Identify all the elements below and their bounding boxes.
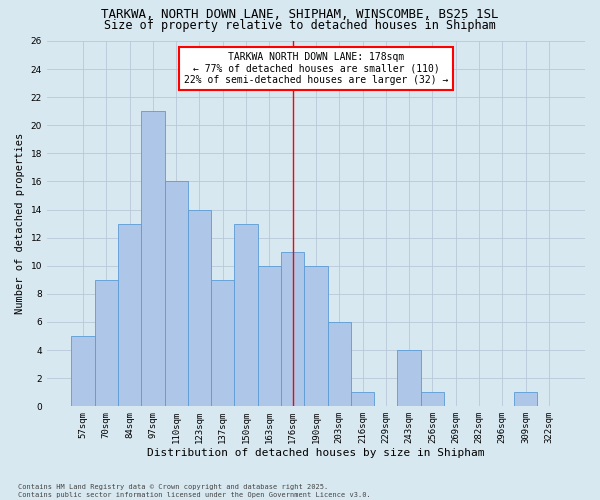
Bar bbox=[95, 280, 118, 406]
Bar bbox=[351, 392, 374, 406]
Bar bbox=[71, 336, 95, 406]
Y-axis label: Number of detached properties: Number of detached properties bbox=[15, 133, 25, 314]
Bar bbox=[235, 224, 258, 406]
Bar bbox=[304, 266, 328, 406]
Bar bbox=[397, 350, 421, 406]
X-axis label: Distribution of detached houses by size in Shipham: Distribution of detached houses by size … bbox=[147, 448, 485, 458]
Bar bbox=[258, 266, 281, 406]
Text: TARKWA, NORTH DOWN LANE, SHIPHAM, WINSCOMBE, BS25 1SL: TARKWA, NORTH DOWN LANE, SHIPHAM, WINSCO… bbox=[101, 8, 499, 20]
Bar bbox=[281, 252, 304, 406]
Bar bbox=[188, 210, 211, 406]
Bar bbox=[141, 111, 164, 406]
Bar bbox=[421, 392, 444, 406]
Text: Contains HM Land Registry data © Crown copyright and database right 2025.
Contai: Contains HM Land Registry data © Crown c… bbox=[18, 484, 371, 498]
Bar bbox=[328, 322, 351, 406]
Bar bbox=[164, 182, 188, 406]
Bar bbox=[118, 224, 141, 406]
Bar bbox=[514, 392, 537, 406]
Bar bbox=[211, 280, 235, 406]
Text: Size of property relative to detached houses in Shipham: Size of property relative to detached ho… bbox=[104, 19, 496, 32]
Text: TARKWA NORTH DOWN LANE: 178sqm
← 77% of detached houses are smaller (110)
22% of: TARKWA NORTH DOWN LANE: 178sqm ← 77% of … bbox=[184, 52, 448, 85]
